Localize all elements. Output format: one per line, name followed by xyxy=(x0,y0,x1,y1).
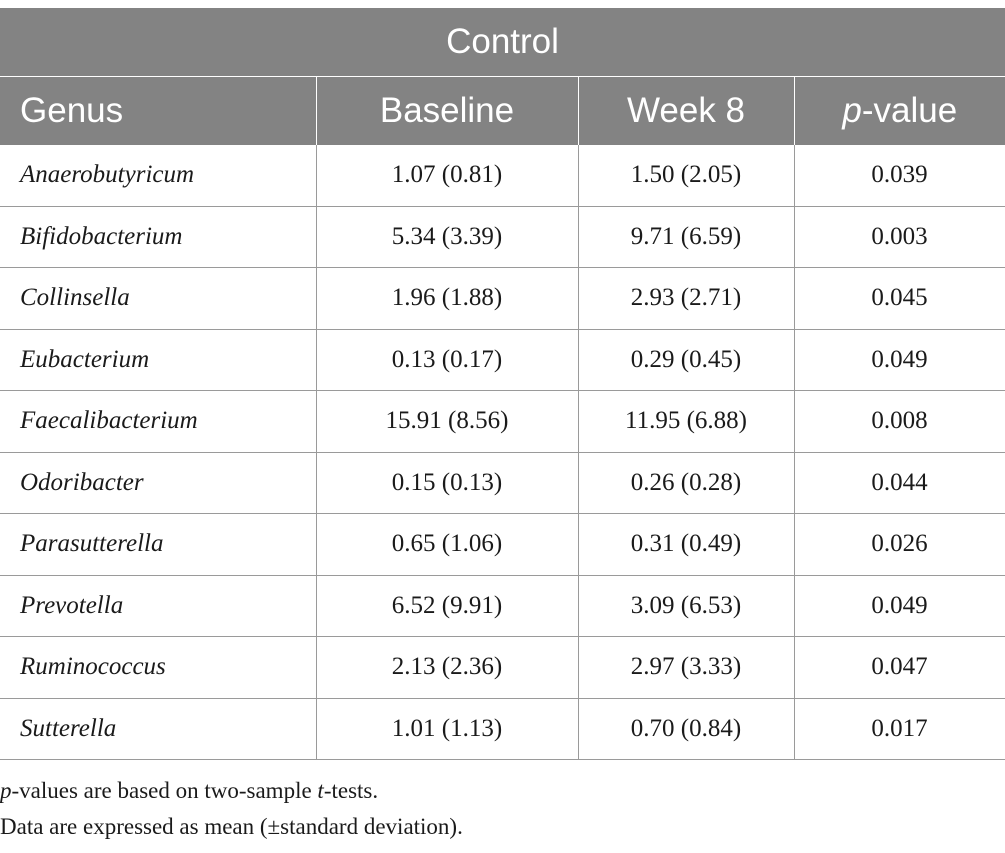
cell-p-value: 0.045 xyxy=(793,267,1005,330)
cell-p-value: 0.003 xyxy=(793,206,1005,268)
cell-baseline: 1.01 (1.13) xyxy=(315,698,578,760)
header-week8: Week 8 xyxy=(577,76,794,145)
header-p-value: p-value xyxy=(793,76,1005,145)
cell-week8: 11.95 (6.88) xyxy=(577,390,794,453)
header-p-italic: p xyxy=(842,91,862,130)
cell-genus: Faecalibacterium xyxy=(0,390,316,453)
cell-week8: 1.50 (2.05) xyxy=(577,145,794,207)
cell-p-value: 0.008 xyxy=(793,390,1005,453)
table-row: Bifidobacterium 5.34 (3.39) 9.71 (6.59) 0.0… xyxy=(0,206,1005,268)
cell-baseline: 0.15 (0.13) xyxy=(315,452,578,514)
table-title: Control xyxy=(0,8,1005,77)
cell-baseline: 0.65 (1.06) xyxy=(315,513,578,576)
table-row: Faecalibacterium 15.91 (8.56) 11.95 (6.88)… xyxy=(0,390,1005,453)
cell-week8: 0.70 (0.84) xyxy=(577,698,794,760)
table-row: Eubacterium 0.13 (0.17) 0.29 (0.45) 0.049 xyxy=(0,329,1005,391)
table-row: Odoribacter 0.15 (0.13) 0.26 (0.28) 0.044 xyxy=(0,452,1005,514)
cell-baseline: 5.34 (3.39) xyxy=(315,206,578,268)
table-row: Collinsella 1.96 (1.88) 2.93 (2.71) 0.045 xyxy=(0,267,1005,330)
cell-p-value: 0.047 xyxy=(793,636,1005,699)
table-row: Prevotella 6.52 (9.91) 3.09 (6.53) 0.049 xyxy=(0,575,1005,637)
cell-genus: Sutterella xyxy=(0,698,316,760)
cell-p-value: 0.026 xyxy=(793,513,1005,576)
cell-week8: 3.09 (6.53) xyxy=(577,575,794,637)
cell-p-value: 0.049 xyxy=(793,329,1005,391)
cell-week8: 0.31 (0.49) xyxy=(577,513,794,576)
footnote-t-italic: t xyxy=(317,778,324,803)
cell-baseline: 0.13 (0.17) xyxy=(315,329,578,391)
table-row: Anaerobutyricum 1.07 (0.81) 1.50 (2.05) 0.0… xyxy=(0,145,1005,207)
table-row: Sutterella 1.01 (1.13) 0.70 (0.84) 0.017 xyxy=(0,698,1005,760)
cell-p-value: 0.049 xyxy=(793,575,1005,637)
cell-genus: Prevotella xyxy=(0,575,316,637)
cell-p-value: 0.039 xyxy=(793,145,1005,207)
cell-baseline: 1.96 (1.88) xyxy=(315,267,578,330)
cell-week8: 0.26 (0.28) xyxy=(577,452,794,514)
footnote-p-mid: -values are based on two-sample xyxy=(11,778,318,803)
cell-baseline: 1.07 (0.81) xyxy=(315,145,578,207)
table-footnotes: p-values are based on two-sample t-tests… xyxy=(0,773,463,845)
cell-genus: Eubacterium xyxy=(0,329,316,391)
cell-baseline: 2.13 (2.36) xyxy=(315,636,578,699)
cell-week8: 2.97 (3.33) xyxy=(577,636,794,699)
table-row: Ruminococcus 2.13 (2.36) 2.97 (3.33) 0.047 xyxy=(0,636,1005,699)
footnote-data-expression: Data are expressed as mean (±standard de… xyxy=(0,814,463,839)
cell-genus: Anaerobutyricum xyxy=(0,145,316,207)
cell-baseline: 15.91 (8.56) xyxy=(315,390,578,453)
cell-week8: 0.29 (0.45) xyxy=(577,329,794,391)
cell-genus: Bifidobacterium xyxy=(0,206,316,268)
footnote-p-end: -tests. xyxy=(323,778,379,803)
cell-genus: Parasutterella xyxy=(0,513,316,576)
cell-genus: Collinsella xyxy=(0,267,316,330)
cell-baseline: 6.52 (9.91) xyxy=(315,575,578,637)
footnote-p-italic: p xyxy=(0,778,12,803)
footnote-p-values: p-values are based on two-sample t-tests… xyxy=(0,773,463,809)
table-title-row: Control xyxy=(0,8,1005,77)
header-p-rest: -value xyxy=(861,91,958,130)
results-table: Control Genus Baseline Week 8 p-value An… xyxy=(0,8,1005,760)
cell-week8: 9.71 (6.59) xyxy=(577,206,794,268)
cell-p-value: 0.017 xyxy=(793,698,1005,760)
table-body: Anaerobutyricum 1.07 (0.81) 1.50 (2.05) 0.0… xyxy=(0,145,1005,760)
table-row: Parasutterella 0.65 (1.06) 0.31 (0.49) 0.02… xyxy=(0,513,1005,576)
cell-genus: Odoribacter xyxy=(0,452,316,514)
cell-p-value: 0.044 xyxy=(793,452,1005,514)
cell-week8: 2.93 (2.71) xyxy=(577,267,794,330)
header-genus: Genus xyxy=(0,76,316,145)
cell-genus: Ruminococcus xyxy=(0,636,316,699)
header-baseline: Baseline xyxy=(315,76,578,145)
column-header-row: Genus Baseline Week 8 p-value xyxy=(0,76,1005,145)
